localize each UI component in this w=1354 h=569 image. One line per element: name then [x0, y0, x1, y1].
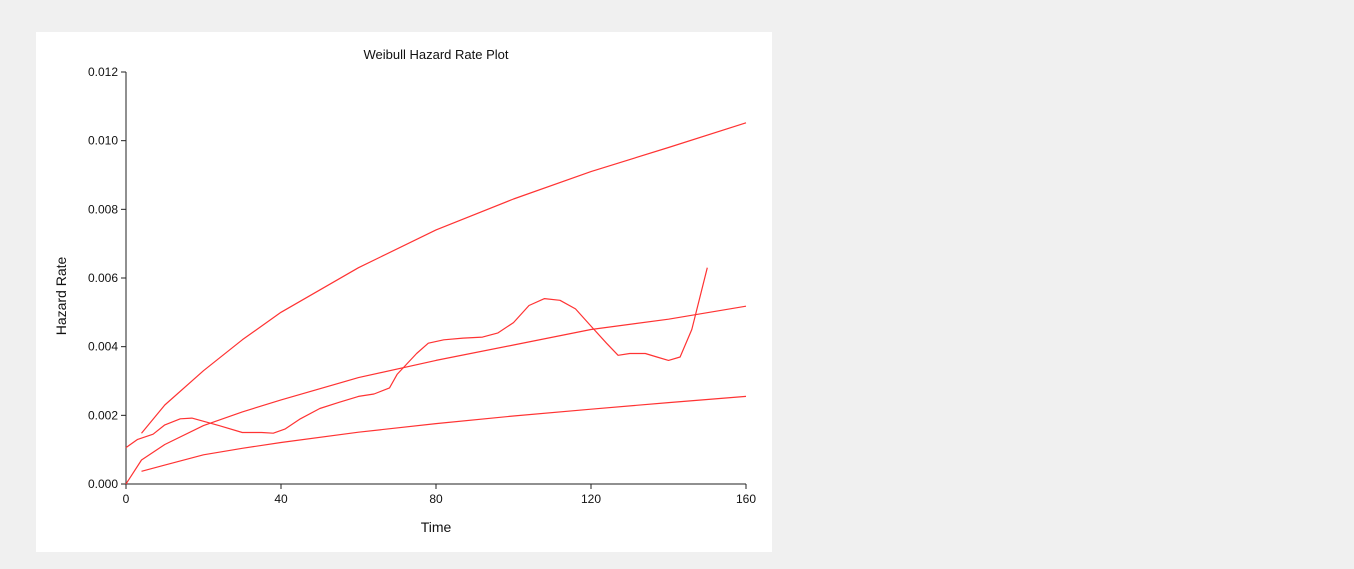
hazard-rate-chart: Weibull Hazard Rate Plot Hazard Rate Tim…: [53, 47, 756, 535]
y-tick-label: 0.002: [88, 408, 118, 422]
x-tick-label: 160: [736, 492, 756, 506]
y-tick-label: 0.000: [88, 477, 118, 491]
plot-panel: Weibull Hazard Rate Plot Hazard Rate Tim…: [4, 4, 1350, 565]
chart-title: Weibull Hazard Rate Plot: [364, 47, 509, 62]
y-tick-label: 0.004: [88, 340, 118, 354]
x-tick-label: 0: [123, 492, 130, 506]
y-tick-label: 0.006: [88, 271, 118, 285]
y-tick-label: 0.008: [88, 202, 118, 216]
series-line-3: [141, 395, 747, 472]
series-line-1: [141, 122, 747, 434]
series-layer: [125, 122, 747, 485]
x-tick-label: 120: [581, 492, 601, 506]
y-tick-label: 0.010: [88, 134, 118, 148]
series-line-4: [125, 267, 708, 449]
y-tick-label: 0.012: [88, 65, 118, 79]
series-line-2: [125, 305, 747, 485]
y-axis-label: Hazard Rate: [53, 256, 69, 335]
x-axis-label: Time: [421, 519, 452, 535]
axes: 0.000 0.002 0.004 0.006 0.008 0.010 0.012 0 40 80…: [88, 65, 756, 506]
x-tick-label: 80: [429, 492, 443, 506]
x-tick-label: 40: [274, 492, 288, 506]
chart-card: Weibull Hazard Rate Plot Hazard Rate Tim…: [36, 32, 772, 552]
